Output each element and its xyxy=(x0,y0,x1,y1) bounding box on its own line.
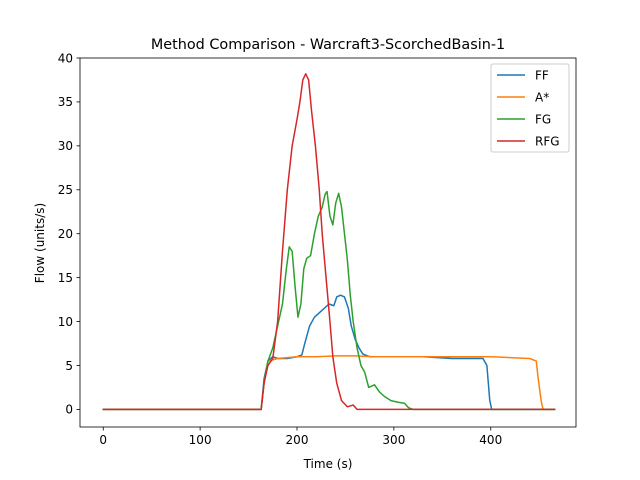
plot-area: 0 100 200 300 400 0 5 10 15 20 25 30 35 40 xyxy=(58,51,577,447)
x-axis-label: Time (s) xyxy=(303,457,353,471)
legend-label-a: A* xyxy=(535,90,549,104)
x-tick-label: 400 xyxy=(479,433,502,447)
chart-title: Method Comparison - Warcraft3-ScorchedBa… xyxy=(151,37,505,53)
y-tick-label: 0 xyxy=(65,403,73,417)
legend-label-ff: FF xyxy=(535,68,549,82)
x-tick-label: 300 xyxy=(382,433,405,447)
y-tick-label: 40 xyxy=(58,51,73,65)
series-line-rfg xyxy=(102,73,556,411)
y-tick-label: 5 xyxy=(65,359,73,373)
y-tick-label: 10 xyxy=(58,315,73,329)
x-tick-label: 0 xyxy=(99,433,107,447)
y-tick-label: 25 xyxy=(58,183,73,197)
y-tick-label: 35 xyxy=(58,95,73,109)
x-tick-label: 100 xyxy=(189,433,212,447)
series-line-fg xyxy=(102,190,556,411)
y-axis-label: Flow (units/s) xyxy=(33,203,47,283)
legend: FF A* FG RFG xyxy=(490,63,570,153)
legend-label-rfg: RFG xyxy=(535,134,560,148)
y-tick-label: 30 xyxy=(58,139,73,153)
series-line-a xyxy=(102,355,556,411)
legend-label-fg: FG xyxy=(535,112,551,126)
y-tick-label: 15 xyxy=(58,271,73,285)
y-tick-label: 20 xyxy=(58,227,73,241)
axes-frame xyxy=(79,57,577,428)
legend-box xyxy=(490,63,570,153)
x-tick-label: 200 xyxy=(286,433,309,447)
